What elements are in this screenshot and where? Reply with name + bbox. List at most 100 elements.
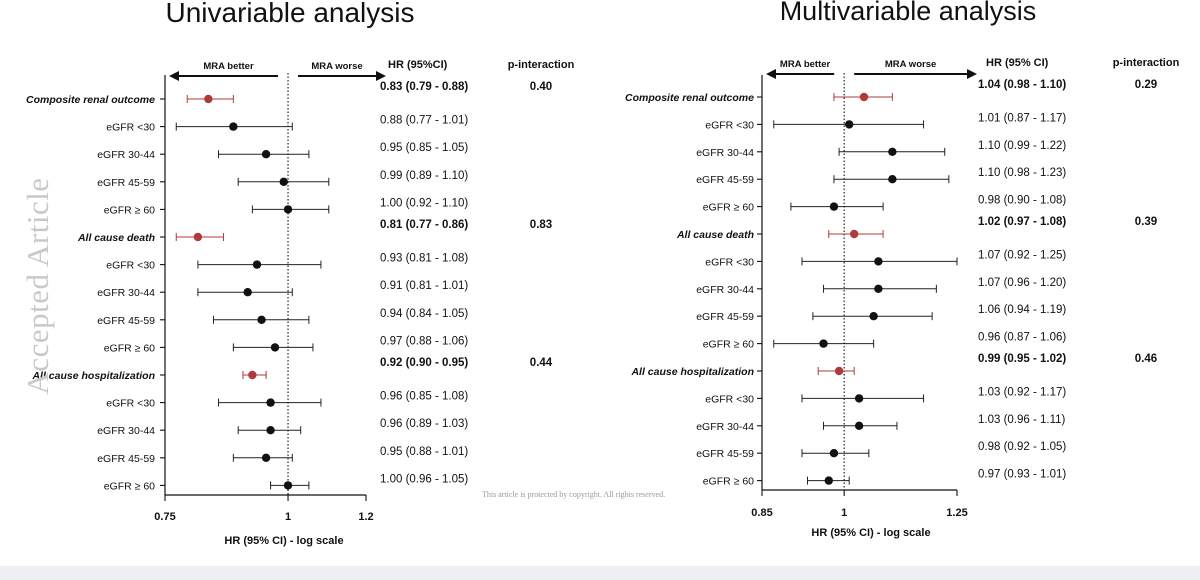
hr-point: [849, 229, 859, 239]
subgroup-label: eGFR <30: [106, 260, 155, 272]
hr-value-text: 1.00 (0.92 - 1.10): [380, 197, 468, 209]
hr-value-text: 0.95 (0.85 - 1.05): [380, 142, 468, 154]
p-interaction-value: 0.46: [1135, 353, 1157, 365]
hr-value-text: 1.07 (0.92 - 1.25): [978, 249, 1066, 261]
hr-value-text: 0.97 (0.93 - 1.01): [978, 469, 1066, 481]
hr-point: [270, 343, 280, 352]
hr-value-text: 0.97 (0.88 - 1.06): [380, 335, 468, 347]
subgroup-label: eGFR 30-44: [696, 284, 754, 296]
univariable-panel: Univariable analysis 0.75 1 1.2 HR (95% CI) …: [26, 0, 575, 547]
subgroup-label: eGFR 30-44: [696, 147, 754, 159]
subgroup-label: eGFR 30-44: [696, 421, 754, 433]
hr-point: [854, 394, 864, 403]
arrow-right-head: [967, 69, 977, 79]
subgroup-label: eGFR <30: [705, 119, 754, 131]
group-label: Composite renal outcome: [625, 92, 754, 104]
subgroup-label: eGFR <30: [705, 256, 754, 268]
hr-value-text: 0.96 (0.89 - 1.03): [380, 418, 468, 430]
subgroup-label: eGFR 45-59: [696, 174, 754, 186]
x-tick-label: 1.25: [946, 507, 967, 519]
group-label: All cause hospitalization: [630, 366, 754, 378]
multivariable-panel: Multivariable analysis 0.85 1 1.25 HR (95% C…: [625, 0, 1180, 539]
subgroup-label: eGFR <30: [106, 398, 155, 410]
chart-title: Multivariable analysis: [780, 0, 1037, 26]
hr-value-text: 0.83 (0.79 - 0.88): [380, 81, 468, 93]
hr-point: [261, 150, 271, 159]
subgroup-label: eGFR <30: [106, 122, 155, 134]
group-label: Composite renal outcome: [26, 94, 155, 106]
hr-point: [266, 426, 275, 435]
p-interaction-value: 0.44: [530, 357, 553, 369]
hr-value-text: 1.03 (0.92 - 1.17): [978, 386, 1066, 398]
hr-value-text: 0.99 (0.95 - 1.02): [978, 353, 1066, 365]
hr-point: [266, 398, 275, 407]
hr-value-text: 1.01 (0.87 - 1.17): [978, 112, 1066, 124]
hr-value-text: 0.91 (0.81 - 1.01): [380, 280, 468, 292]
hr-point: [888, 147, 897, 156]
hr-point: [193, 232, 203, 242]
accepted-article-watermark: Accepted Article: [20, 177, 55, 395]
hr-point: [834, 366, 844, 376]
subgroup-label: eGFR 45-59: [97, 453, 155, 465]
subgroup-label: eGFR 45-59: [696, 311, 754, 323]
hr-point: [819, 339, 828, 348]
subgroup-label: eGFR 30-44: [97, 287, 155, 299]
subgroup-label: eGFR ≥ 60: [703, 339, 754, 351]
hr-point: [283, 481, 293, 490]
hr-point: [859, 92, 869, 102]
p-interaction-header: p-interaction: [1113, 57, 1180, 69]
bottom-strip: [0, 566, 1200, 580]
hr-point: [854, 421, 864, 430]
hr-value-text: 1.06 (0.94 - 1.19): [978, 304, 1066, 316]
x-tick-label: 0.75: [154, 511, 175, 523]
p-interaction-value: 0.29: [1135, 79, 1157, 91]
subgroup-label: eGFR 30-44: [97, 425, 155, 437]
subgroup-label: eGFR 45-59: [696, 448, 754, 460]
hr-point: [229, 122, 238, 131]
hr-value-text: 0.95 (0.88 - 1.01): [380, 446, 468, 458]
p-interaction-header: p-interaction: [508, 59, 575, 71]
hr-point: [252, 260, 262, 269]
subgroup-label: eGFR 30-44: [97, 149, 155, 161]
x-tick-label: 1: [841, 507, 847, 519]
hr-point: [283, 205, 293, 214]
hr-value-text: 0.98 (0.92 - 1.05): [978, 441, 1066, 453]
hr-value-text: 0.81 (0.77 - 0.86): [380, 219, 468, 231]
hr-value-text: 1.00 (0.96 - 1.05): [380, 473, 468, 485]
hr-value-text: 0.98 (0.90 - 1.08): [978, 195, 1066, 207]
p-interaction-value: 0.83: [530, 219, 552, 231]
arrow-left-head: [169, 71, 179, 81]
hr-value-text: 0.94 (0.84 - 1.05): [380, 308, 468, 320]
subgroup-label: eGFR ≥ 60: [104, 204, 155, 216]
x-axis-label: HR (95% CI) - log scale: [224, 535, 343, 547]
arrow-right-label: MRA worse: [311, 61, 362, 72]
hr-point: [829, 449, 839, 458]
chart-title: Univariable analysis: [165, 0, 414, 28]
p-interaction-value: 0.39: [1135, 216, 1157, 228]
hr-point: [824, 476, 833, 485]
p-interaction-value: 0.40: [530, 81, 552, 93]
x-tick-label: 0.85: [751, 507, 772, 519]
group-label: All cause death: [676, 229, 754, 241]
hr-point: [888, 175, 897, 184]
hr-point: [829, 202, 839, 211]
hr-value-text: 1.07 (0.96 - 1.20): [978, 277, 1066, 289]
hr-point: [874, 257, 883, 266]
hr-value-text: 0.99 (0.89 - 1.10): [380, 170, 468, 182]
hr-point: [874, 284, 883, 293]
x-axis-label: HR (95% CI) - log scale: [811, 527, 930, 539]
subgroup-label: eGFR 45-59: [97, 315, 155, 327]
subgroup-label: eGFR ≥ 60: [703, 202, 754, 214]
hr-value-text: 0.96 (0.85 - 1.08): [380, 391, 468, 403]
group-label: All cause death: [77, 232, 155, 244]
hr-point: [845, 120, 854, 129]
hr-point: [204, 94, 213, 104]
hr-value-text: 1.02 (0.97 - 1.08): [978, 216, 1066, 228]
hr-column-header: HR (95% CI): [986, 57, 1049, 69]
hr-value-text: 0.96 (0.87 - 1.06): [978, 332, 1066, 344]
arrow-right-head: [376, 71, 386, 81]
hr-point: [243, 288, 252, 297]
x-tick-label: 1.2: [358, 511, 373, 523]
arrow-left-label: MRA better: [203, 61, 254, 72]
